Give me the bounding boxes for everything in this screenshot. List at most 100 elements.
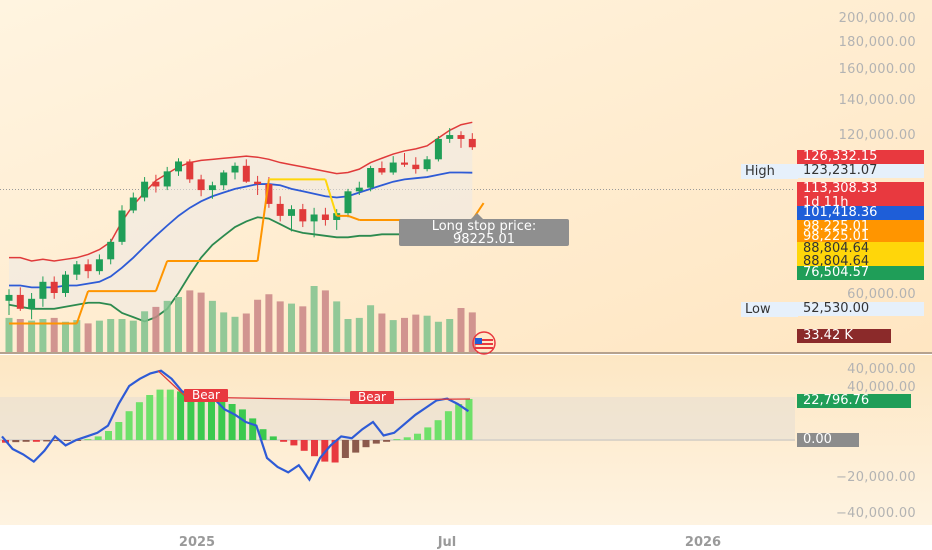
y-tick-label: −20,000.00 — [836, 470, 916, 485]
price-scale-tag: 101,418.36 — [797, 206, 924, 220]
bear-label: Bear — [184, 389, 228, 402]
volume-bar — [276, 301, 284, 352]
volume-bar — [220, 312, 228, 352]
x-tick-label: Jul — [437, 535, 457, 550]
long-stop-tooltip: Long stop price: 98225.01 — [399, 213, 569, 246]
histogram-bar — [444, 411, 452, 440]
histogram-bar — [197, 396, 205, 440]
price-scale-tag: 126,332.15 — [797, 150, 924, 164]
time-axis-bg — [0, 525, 932, 550]
histogram-bar — [249, 418, 257, 440]
candle-body — [73, 264, 81, 275]
histogram-bar — [414, 433, 421, 440]
y-tick-label: 40,000.00 — [847, 380, 916, 395]
price-scale-tag: 52,530.00 — [797, 302, 924, 316]
volume-bar — [378, 313, 386, 352]
histogram-bar — [63, 440, 71, 441]
histogram-bar — [32, 440, 40, 442]
histogram-bar — [177, 391, 185, 440]
candle-body — [299, 209, 307, 222]
histogram-bar — [125, 411, 133, 440]
histogram-bar — [146, 395, 154, 440]
volume-bar — [288, 303, 295, 352]
bollinger-lower-line — [8, 216, 473, 323]
histogram-bar — [22, 440, 30, 442]
candle-body — [16, 294, 24, 309]
histogram-bar — [383, 440, 391, 442]
volume-bar — [231, 316, 239, 352]
volume-bar — [355, 317, 363, 352]
y-tick-label: 180,000.00 — [839, 35, 916, 50]
histogram-bar — [465, 398, 473, 440]
candle-body — [468, 138, 476, 148]
histogram-bar — [300, 440, 308, 451]
candle-body — [163, 171, 171, 187]
price-scale-tag: 113,308.33 — [797, 182, 924, 196]
candle-body — [50, 281, 58, 293]
candle-body — [5, 294, 13, 301]
volume-bar — [84, 323, 92, 352]
candle-body — [62, 274, 69, 293]
volume-bar — [401, 317, 408, 352]
volume-bar — [321, 290, 329, 352]
candle-body — [457, 135, 465, 139]
histogram-bar — [434, 420, 442, 440]
histogram-bar — [455, 404, 463, 440]
candle-body — [412, 164, 420, 170]
candle-body — [434, 138, 442, 160]
price-scale-tag: 123,231.07 — [797, 164, 924, 178]
flag-icon[interactable] — [472, 331, 496, 355]
candle-body — [389, 162, 397, 173]
candle-body — [344, 191, 352, 214]
histogram-bar — [403, 437, 411, 440]
candle-body — [186, 161, 194, 180]
candle-body — [129, 197, 137, 211]
volume-bar — [197, 292, 205, 352]
candle-body — [242, 165, 250, 182]
price-scale-tag: 76,504.57 — [797, 266, 924, 280]
zero-value-tag: 0.00 — [797, 433, 859, 447]
candle-body — [401, 162, 408, 165]
long-stop-segment — [324, 179, 338, 217]
volume-bar — [95, 320, 103, 352]
histogram-bar — [290, 440, 298, 446]
candle-body — [378, 168, 386, 173]
candle-body — [446, 135, 454, 139]
candle-body — [107, 241, 115, 260]
histogram-bar — [269, 436, 277, 440]
histogram-bar — [362, 440, 370, 448]
candle-body — [367, 168, 375, 188]
candle-body — [288, 209, 295, 216]
histogram-bar — [311, 440, 318, 457]
histogram-bar — [393, 439, 401, 441]
histogram-bar — [259, 429, 267, 440]
volume-bar — [175, 297, 182, 352]
oscillator-signal-line — [1, 369, 470, 482]
y-tick-label: 120,000.00 — [839, 128, 916, 143]
bear-divergence-line — [157, 370, 471, 401]
volume-bar — [468, 312, 476, 352]
candle-body — [197, 179, 205, 191]
candle-body — [84, 264, 92, 272]
volume-bar — [344, 319, 352, 352]
candle-body — [276, 203, 284, 216]
histogram-bar — [135, 402, 143, 440]
price-label-caption: High — [741, 164, 798, 179]
volume-bar — [50, 317, 58, 352]
volume-bar — [141, 311, 149, 352]
volume-bar — [265, 294, 273, 352]
histogram-bar — [53, 440, 61, 442]
candle-body — [355, 187, 363, 192]
volume-bar — [208, 300, 216, 352]
histogram-bar — [115, 422, 123, 440]
volume-bar — [28, 320, 36, 352]
volume-bar — [62, 321, 69, 352]
volume-bar — [367, 305, 375, 352]
histogram-bar — [238, 409, 246, 440]
long-stop-segment — [256, 179, 270, 262]
long-stop-segment — [75, 290, 90, 324]
candle-body — [208, 185, 216, 191]
histogram-bar — [218, 400, 226, 440]
candle-body — [141, 181, 149, 198]
histogram-bar — [12, 440, 20, 443]
